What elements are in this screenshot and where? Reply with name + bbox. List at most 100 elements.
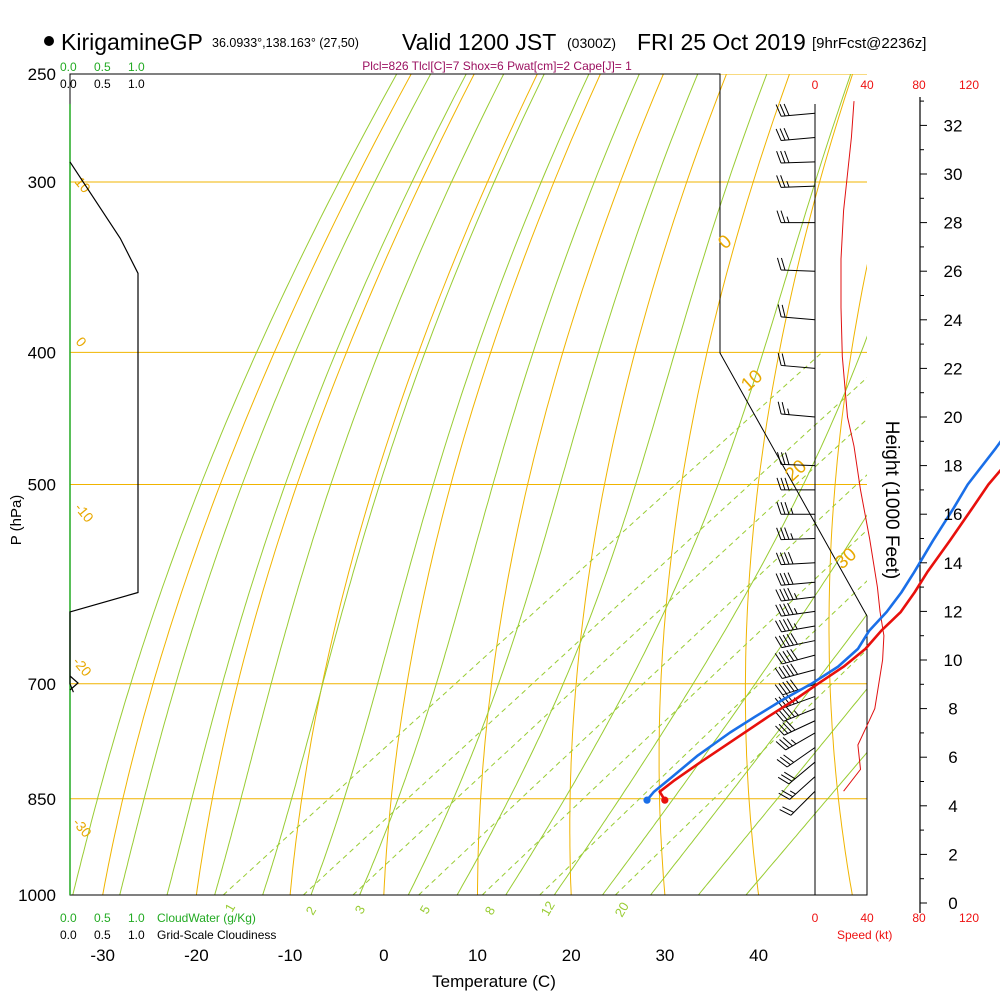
moist-adiabat bbox=[407, 74, 699, 895]
wind-barb-feather bbox=[790, 739, 797, 745]
height-tick-label: 20 bbox=[944, 408, 963, 427]
wind-barb bbox=[775, 618, 816, 633]
wind-barb-feather bbox=[776, 477, 782, 491]
wind-barb-feather bbox=[782, 806, 795, 813]
temperature-tick-label: 30 bbox=[655, 946, 674, 965]
wind-barb-feather bbox=[784, 527, 790, 540]
cloudiness-top-tick: 1.0 bbox=[128, 77, 145, 91]
wind-barb bbox=[775, 103, 816, 117]
height-tick-label: 24 bbox=[944, 311, 963, 330]
wind-barb-feather bbox=[778, 709, 788, 721]
wind-barb bbox=[776, 747, 816, 768]
wind-barb-feather bbox=[783, 552, 790, 565]
wind-barb-staff bbox=[790, 790, 816, 816]
wind-barb bbox=[774, 706, 816, 722]
wind-barb-feather bbox=[774, 684, 784, 696]
dry-adiabat bbox=[195, 74, 475, 895]
wind-barb-feather bbox=[777, 776, 790, 785]
cloudwater-bottom-ticks: 0.0 0.5 1.0 CloudWater (g/Kg) bbox=[60, 911, 256, 925]
wind-barb-feather bbox=[779, 104, 786, 117]
height-axis-title: Height (1000 Feet) bbox=[881, 421, 902, 579]
wind-barb-feather bbox=[775, 552, 782, 565]
wind-barb-feather bbox=[777, 304, 782, 317]
pressure-tick-label: 300 bbox=[28, 173, 56, 192]
wind-barb-feather bbox=[790, 533, 794, 540]
wind-barb-feather bbox=[783, 103, 790, 116]
wind-barb bbox=[776, 477, 815, 491]
wind-speed-profile bbox=[840, 101, 885, 792]
wind-barb-feather bbox=[779, 552, 786, 565]
sounding-series bbox=[643, 440, 1000, 804]
cloudiness-profile bbox=[69, 161, 139, 693]
wind-barb-feather bbox=[780, 175, 786, 188]
wind-barb-feather bbox=[780, 502, 786, 515]
cloudiness-bottom-tick: 0.0 bbox=[60, 928, 77, 942]
wind-barb-feather bbox=[775, 741, 786, 751]
valid-date: FRI 25 Oct 2019 bbox=[637, 29, 806, 55]
wind-barb-feather bbox=[779, 739, 790, 749]
speed-bottom-tick: 0 bbox=[812, 911, 819, 925]
moist-adiabat bbox=[310, 74, 590, 895]
dry-adiabat-label: -20 bbox=[70, 654, 95, 680]
height-tick-label: 10 bbox=[944, 651, 963, 670]
wind-barb-feather bbox=[782, 722, 792, 733]
temperature-axis-title: Temperature (C) bbox=[432, 972, 556, 991]
wind-barb-feather bbox=[779, 588, 786, 601]
wind-barb-feather bbox=[780, 527, 786, 540]
wind-barb-feather bbox=[784, 502, 790, 515]
temperature-line bbox=[658, 468, 1000, 801]
wind-barb-staff bbox=[781, 538, 816, 541]
wind-barb-staff bbox=[783, 720, 816, 736]
wind-barb-staff bbox=[781, 640, 816, 649]
wind-barb-feather bbox=[776, 759, 788, 768]
temperature-tick-label: 40 bbox=[749, 946, 768, 965]
wind-barb-feather bbox=[774, 711, 784, 722]
moist-adiabat bbox=[649, 613, 867, 895]
height-tick-label: 6 bbox=[948, 748, 957, 767]
valid-utc: (0300Z) bbox=[567, 35, 616, 51]
wind-barb bbox=[777, 401, 816, 418]
wind-barb-staff bbox=[781, 364, 816, 369]
station-marker-icon bbox=[44, 36, 54, 46]
wind-barb-feather bbox=[786, 650, 795, 662]
wind-barb-feather bbox=[784, 771, 796, 780]
wind-barb-feather bbox=[779, 573, 786, 586]
wind-barb bbox=[777, 304, 816, 321]
wind-barb-feather bbox=[786, 618, 794, 631]
wind-barb bbox=[776, 452, 816, 467]
height-tick-label: 28 bbox=[944, 214, 963, 233]
wind-barb-feather bbox=[782, 708, 792, 719]
cloudwater-title: CloudWater (g/Kg) bbox=[157, 911, 256, 925]
height-tick-label: 8 bbox=[948, 700, 957, 719]
dry-adiabat-lines bbox=[102, 74, 867, 895]
pressure-tick-label: 850 bbox=[28, 790, 56, 809]
pressure-tick-label: 700 bbox=[28, 675, 56, 694]
cloudwater-bottom-tick: 0.0 bbox=[60, 911, 77, 925]
moist-adiabat bbox=[745, 751, 867, 895]
wind-barb bbox=[775, 551, 816, 566]
wind-barb-feather bbox=[776, 210, 782, 223]
dry-adiabat bbox=[102, 74, 412, 895]
temperature-tick-label: -20 bbox=[184, 946, 209, 965]
mixing-ratio-label: 3 bbox=[352, 903, 369, 917]
wind-barb bbox=[775, 720, 816, 736]
temperature-tick-label: -10 bbox=[278, 946, 303, 965]
forecast-tag: [9hrFcst@2236z] bbox=[812, 35, 926, 52]
wind-barb-feather bbox=[776, 175, 782, 188]
wind-barb-feather bbox=[782, 619, 790, 631]
wind-barb-feather bbox=[793, 623, 798, 630]
wind-barb-feather bbox=[775, 104, 782, 117]
wind-barb bbox=[776, 502, 815, 515]
isobar-lines bbox=[70, 74, 867, 895]
wind-barb-feather bbox=[782, 634, 790, 647]
wind-barb-feather bbox=[786, 706, 795, 718]
wind-barb-feather bbox=[778, 723, 789, 734]
mixing-ratio-line bbox=[418, 474, 867, 895]
height-tick-label: 30 bbox=[944, 165, 963, 184]
height-tick-label: 0 bbox=[948, 894, 957, 913]
station-coords: 36.0933°,138.163° (27,50) bbox=[212, 36, 359, 50]
cloudwater-bottom-tick: 1.0 bbox=[128, 911, 145, 925]
speed-top-ticks: 0 40 80 120 bbox=[812, 78, 980, 92]
cloudiness-bottom-tick: 0.5 bbox=[94, 928, 111, 942]
